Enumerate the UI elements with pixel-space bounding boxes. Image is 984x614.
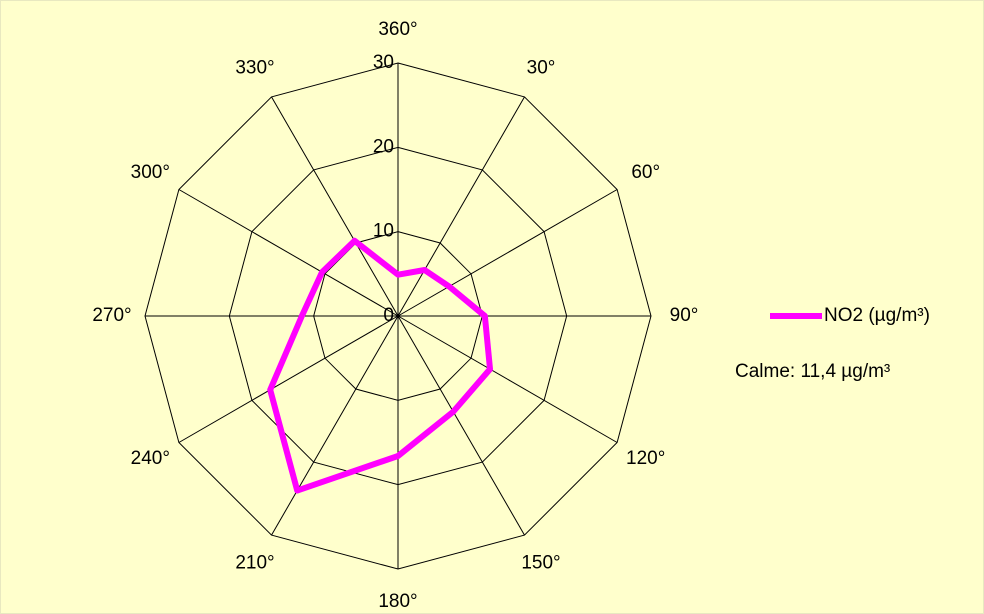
angle-label: 360° [378,19,417,40]
angle-label: 240° [131,448,170,469]
angle-label: 90° [670,305,699,326]
angle-label: 150° [521,553,560,574]
legend-label: NO2 (µg/m³) [824,305,930,326]
r-tick-label: 10 [373,221,394,242]
spoke [397,189,618,317]
angle-label: 120° [626,448,665,469]
spoke [178,315,399,443]
annotation: Calme: 11,4 µg/m³ [735,361,890,382]
angle-label: 60° [631,162,660,183]
angle-label: 330° [235,57,274,78]
series-line [267,237,494,494]
spoke [271,96,399,317]
angle-label: 210° [235,553,274,574]
angle-label: 270° [92,305,131,326]
spoke [397,96,525,317]
spoke [178,189,399,317]
spoke [397,315,618,443]
spoke [397,315,525,536]
angle-label: 180° [378,591,417,612]
spoke [271,315,399,536]
angle-label: 30° [527,57,556,78]
r-tick-label: 30 [373,52,394,73]
angle-label: 300° [131,162,170,183]
r-tick-label: 20 [373,136,394,157]
